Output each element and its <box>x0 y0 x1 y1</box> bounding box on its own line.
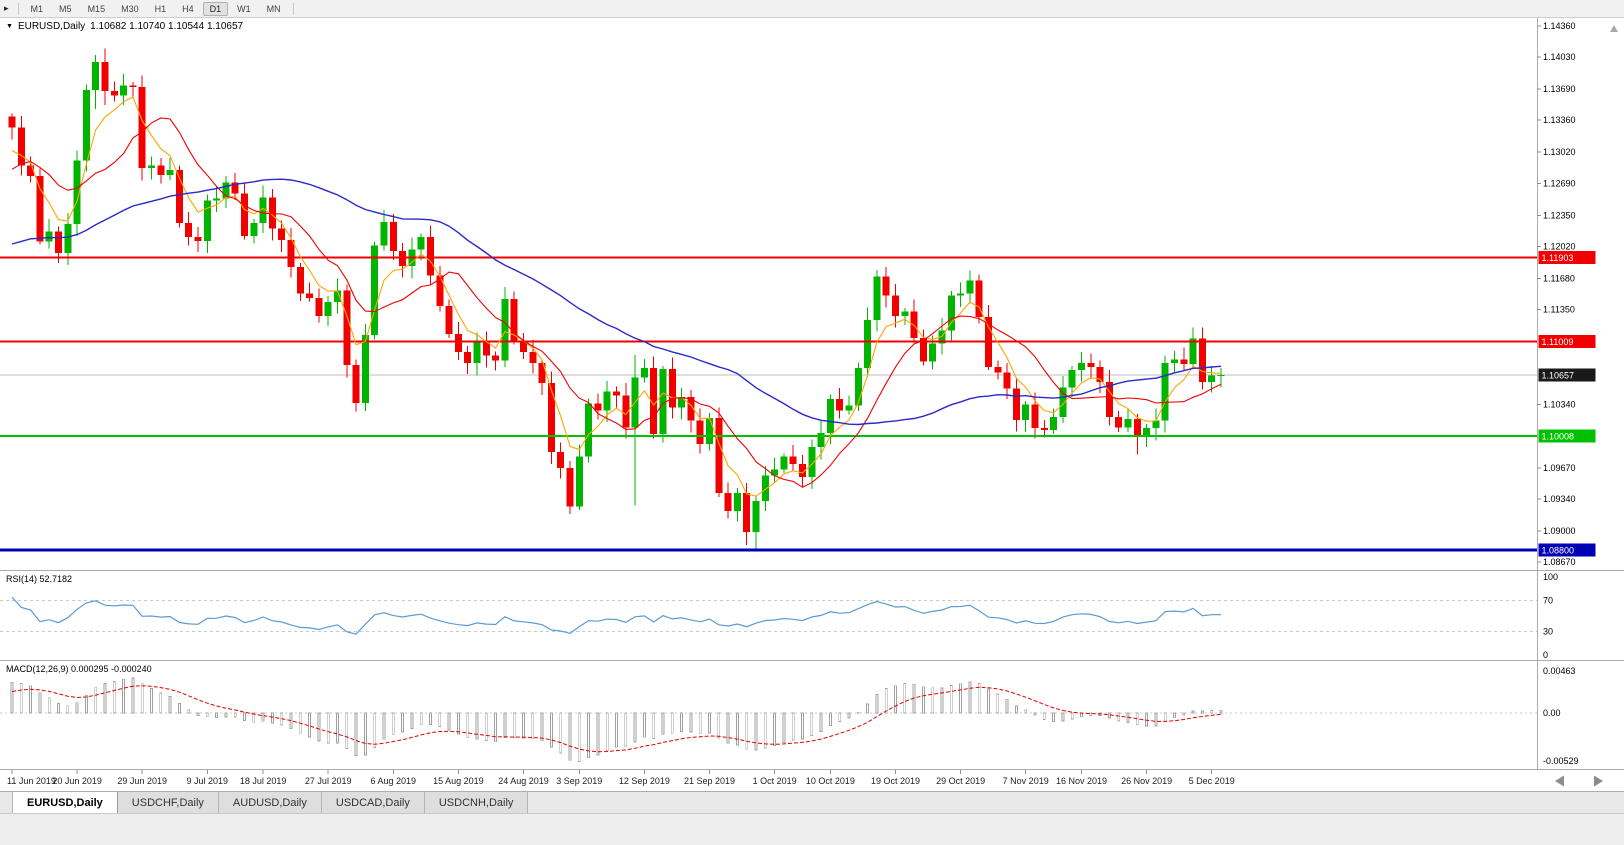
svg-text:15 Aug 2019: 15 Aug 2019 <box>433 776 484 786</box>
svg-text:5 Dec 2019: 5 Dec 2019 <box>1189 776 1235 786</box>
ma-fast-line <box>11 96 1222 497</box>
svg-text:20 Jun 2019: 20 Jun 2019 <box>52 776 102 786</box>
ma-slow-line <box>11 178 1222 426</box>
svg-text:-0.00529: -0.00529 <box>1543 756 1579 766</box>
tab-usdchf-daily[interactable]: USDCHF,Daily <box>117 792 219 813</box>
svg-text:1.11009: 1.11009 <box>1542 337 1574 347</box>
timeframe-buttons: M1 M5 M15 M30 H1 H4 D1 W1 MN <box>23 1 289 16</box>
timeframe-d1-button[interactable]: D1 <box>202 1 229 16</box>
macd-indicator-label: MACD(12,26,9) 0.000295 -0.000240 <box>6 664 152 674</box>
svg-text:19 Oct 2019: 19 Oct 2019 <box>871 776 920 786</box>
svg-text:1.14030: 1.14030 <box>1543 52 1576 62</box>
svg-text:1.09340: 1.09340 <box>1543 494 1576 504</box>
svg-text:1.10340: 1.10340 <box>1543 400 1576 410</box>
svg-text:0.00463: 0.00463 <box>1543 666 1576 676</box>
horizontal-lines-layer[interactable] <box>0 256 1537 552</box>
svg-text:7 Nov 2019: 7 Nov 2019 <box>1003 776 1049 786</box>
macd-pane: 0.00463 0.00 -0.00529 <box>0 666 1579 766</box>
svg-text:1.10657: 1.10657 <box>1542 370 1575 380</box>
svg-text:3 Sep 2019: 3 Sep 2019 <box>556 776 602 786</box>
chart-tabbar: EURUSD,Daily USDCHF,Daily AUDUSD,Daily USDC… <box>0 791 1624 813</box>
svg-text:27 Jul 2019: 27 Jul 2019 <box>305 776 352 786</box>
svg-text:1.08670: 1.08670 <box>1543 557 1576 567</box>
svg-text:1.13020: 1.13020 <box>1543 147 1576 157</box>
svg-text:1.08800: 1.08800 <box>1542 545 1575 555</box>
svg-text:29 Oct 2019: 29 Oct 2019 <box>936 776 985 786</box>
symbol-marker-icon: ▼ <box>6 23 13 30</box>
scroll-left-icon[interactable] <box>1555 775 1564 787</box>
svg-text:70: 70 <box>1543 595 1553 605</box>
svg-text:1.13360: 1.13360 <box>1543 115 1576 125</box>
svg-text:0.00: 0.00 <box>1543 708 1561 718</box>
toolbar-handle-icon[interactable]: ▸ <box>4 3 9 13</box>
svg-text:6 Aug 2019: 6 Aug 2019 <box>371 776 417 786</box>
moving-averages-layer <box>11 96 1222 497</box>
tab-usdcnh-daily[interactable]: USDCNH,Daily <box>424 792 529 813</box>
chart-title: ▼ EURUSD,Daily 1.10682 1.10740 1.10544 1… <box>6 21 243 32</box>
svg-text:1.14360: 1.14360 <box>1543 21 1576 31</box>
svg-text:10 Oct 2019: 10 Oct 2019 <box>806 776 855 786</box>
chart-window[interactable]: 1.14360 1.14030 1.13690 1.13360 1.13020 1.126… <box>0 18 1624 791</box>
svg-text:9 Jul 2019: 9 Jul 2019 <box>187 776 229 786</box>
chart-canvas[interactable]: 1.14360 1.14030 1.13690 1.13360 1.13020 1.126… <box>0 18 1624 791</box>
svg-text:1.11903: 1.11903 <box>1542 253 1574 263</box>
ma-mid-line <box>11 117 1222 488</box>
svg-text:1.13690: 1.13690 <box>1543 84 1576 94</box>
svg-text:30: 30 <box>1543 627 1553 637</box>
status-bar <box>0 813 1624 845</box>
timeframe-h1-button[interactable]: H1 <box>154 3 167 14</box>
svg-text:1 Oct 2019: 1 Oct 2019 <box>753 776 797 786</box>
svg-text:24 Aug 2019: 24 Aug 2019 <box>498 776 549 786</box>
price-axis: 1.14360 1.14030 1.13690 1.13360 1.13020 1.126… <box>1537 21 1596 567</box>
chart-symbol-label: EURUSD,Daily <box>17 21 86 32</box>
svg-text:1.12350: 1.12350 <box>1543 210 1576 220</box>
macd-signal-line <box>11 685 1222 753</box>
svg-text:26 Nov 2019: 26 Nov 2019 <box>1121 776 1172 786</box>
svg-text:100: 100 <box>1543 572 1558 582</box>
timeframe-m15-button[interactable]: M15 <box>87 3 106 14</box>
timeframe-m5-button[interactable]: M5 <box>59 3 72 14</box>
timeframe-h4-button[interactable]: H4 <box>182 3 194 14</box>
timeframe-w1-button[interactable]: W1 <box>237 3 251 14</box>
svg-text:1.09670: 1.09670 <box>1543 463 1576 473</box>
svg-text:11 Jun 2019: 11 Jun 2019 <box>7 776 56 786</box>
svg-text:12 Sep 2019: 12 Sep 2019 <box>619 776 670 786</box>
svg-text:18 Jul 2019: 18 Jul 2019 <box>240 776 287 786</box>
svg-text:16 Nov 2019: 16 Nov 2019 <box>1056 776 1107 786</box>
candles-layer <box>8 48 1225 551</box>
tab-eurusd-daily[interactable]: EURUSD,Daily <box>13 792 118 813</box>
tab-audusd-daily[interactable]: AUDUSD,Daily <box>218 792 322 813</box>
svg-text:0: 0 <box>1543 650 1548 660</box>
chart-frame <box>0 18 1624 770</box>
timeframe-toolbar: ▸ M1 M5 M15 M30 H1 H4 D1 W1 MN <box>0 0 1624 18</box>
timeframe-m30-button[interactable]: M30 <box>121 3 139 14</box>
svg-text:29 Jun 2019: 29 Jun 2019 <box>117 776 167 786</box>
toolbar-separator <box>17 2 19 15</box>
rsi-pane: 100 70 30 0 <box>0 572 1558 660</box>
timeframe-m1-button[interactable]: M1 <box>30 3 44 14</box>
scroll-up-icon[interactable] <box>1610 25 1618 32</box>
rsi-line <box>11 596 1222 635</box>
svg-text:1.10008: 1.10008 <box>1542 431 1575 441</box>
timeframe-mn-button[interactable]: MN <box>266 3 281 14</box>
tab-usdcad-daily[interactable]: USDCAD,Daily <box>321 792 425 813</box>
svg-text:1.09000: 1.09000 <box>1543 526 1576 536</box>
svg-text:1.12690: 1.12690 <box>1543 178 1576 188</box>
svg-text:1.12020: 1.12020 <box>1543 241 1576 251</box>
svg-text:21 Sep 2019: 21 Sep 2019 <box>684 776 735 786</box>
rsi-indicator-label: RSI(14) 52.7182 <box>6 574 73 584</box>
scroll-right-icon[interactable] <box>1594 775 1603 787</box>
tabbar-spacer <box>0 792 13 813</box>
toolbar-separator <box>292 2 294 15</box>
svg-text:1.11680: 1.11680 <box>1543 273 1575 283</box>
svg-text:1.11350: 1.11350 <box>1543 305 1575 315</box>
chart-ohlc-values: 1.10682 1.10740 1.10544 1.10657 <box>90 21 244 32</box>
